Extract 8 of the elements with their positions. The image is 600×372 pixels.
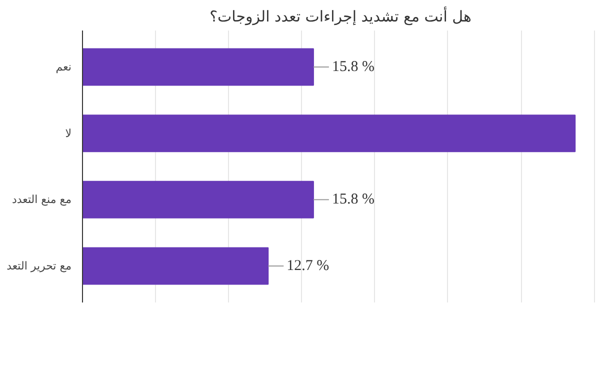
chart-title: هل أنت مع تشديد إجراءات تعدد الزوجات؟ [210,6,472,26]
data-label: 15.8 % [332,192,374,208]
data-label: 12.7 % [286,258,330,274]
y-tick-label: لا [65,126,72,140]
data-label: 15.8 % [332,58,374,75]
y-tick-label: مع تحرير التعد [6,260,72,273]
y-tick-label: مع منع التعدد [12,193,72,206]
y-tick-label: نعم [56,60,72,74]
